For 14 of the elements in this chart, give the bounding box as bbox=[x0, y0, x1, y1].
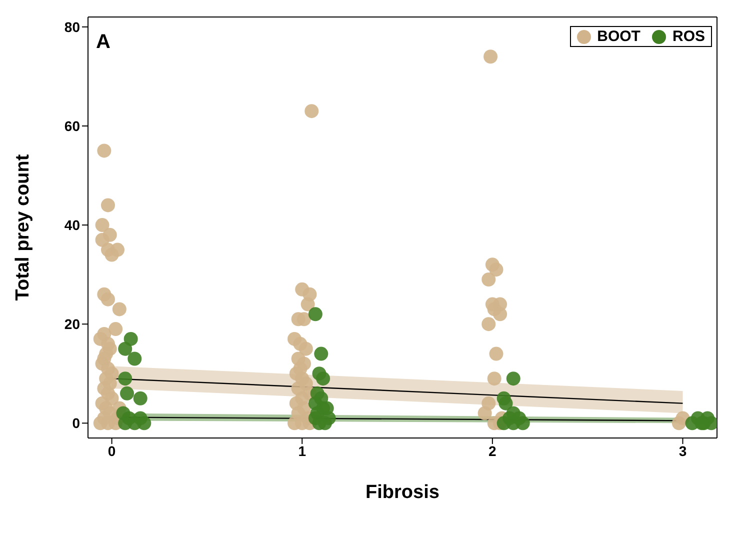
y-tick-label: 0 bbox=[72, 415, 80, 432]
x-axis-title: Fibrosis bbox=[366, 482, 440, 503]
x-tick-label: 2 bbox=[488, 442, 497, 459]
x-tick-label: 3 bbox=[678, 442, 687, 459]
y-tick-label: 20 bbox=[64, 316, 80, 332]
y-tick-label: 80 bbox=[64, 18, 80, 35]
x-tick-label: 1 bbox=[298, 442, 306, 459]
y-tick-label: 40 bbox=[64, 216, 80, 233]
x-tick-label: 0 bbox=[108, 442, 116, 459]
text: A bbox=[96, 31, 110, 53]
y-axis-title: Total prey count bbox=[12, 154, 34, 301]
legend-label: ROS bbox=[671, 28, 705, 45]
legend-label: BOOT bbox=[596, 28, 640, 45]
y-tick-label: 60 bbox=[64, 118, 80, 134]
